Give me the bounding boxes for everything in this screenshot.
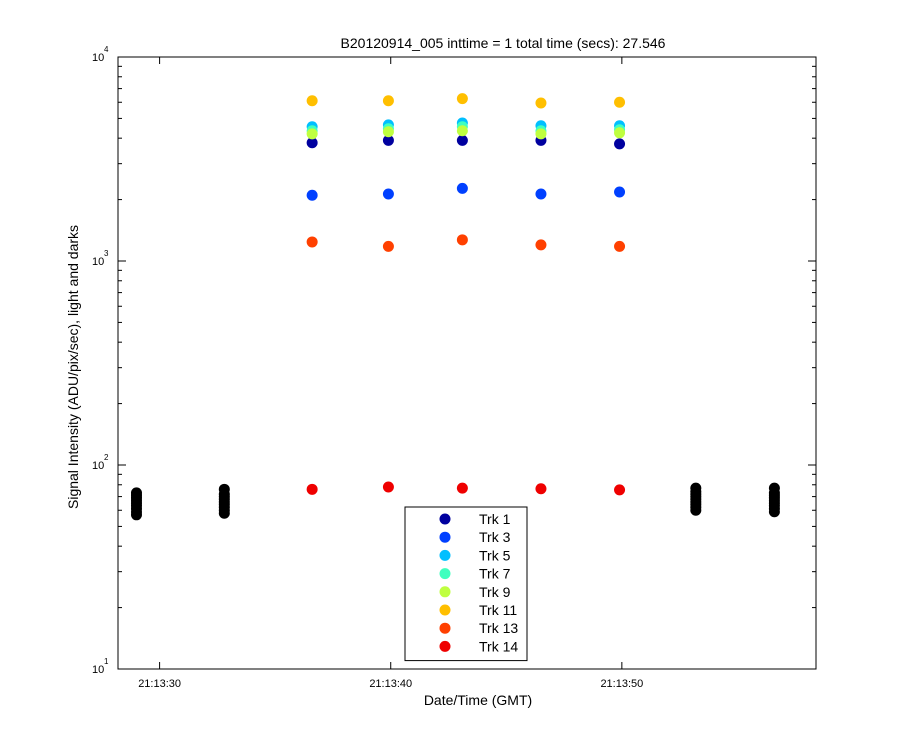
data-point <box>456 134 468 146</box>
data-point <box>306 137 318 149</box>
data-points <box>130 93 780 521</box>
data-point <box>535 128 547 140</box>
data-point <box>456 482 468 494</box>
dark-point <box>218 483 230 495</box>
data-point <box>382 95 394 107</box>
data-point <box>535 483 547 495</box>
data-point <box>535 239 547 251</box>
y-tick-exponent: 1 <box>104 657 109 666</box>
data-point <box>382 126 394 138</box>
y-tick-exponent: 4 <box>104 45 109 54</box>
x-tick-label: 21:13:40 <box>369 678 412 690</box>
legend-label: Trk 1 <box>479 511 511 527</box>
x-axis-label: Date/Time (GMT) <box>424 692 532 708</box>
data-point <box>456 125 468 137</box>
y-tick-label: 10 <box>92 52 104 64</box>
legend: Trk 1 Trk 3 Trk 5 Trk 7 Trk 9 Trk 11 Trk 13 Trk… <box>404 506 528 662</box>
legend-marker <box>439 640 451 652</box>
data-point <box>456 234 468 246</box>
legend-label: Trk 11 <box>479 602 517 618</box>
data-point <box>306 95 318 107</box>
data-point <box>535 188 547 200</box>
legend-marker <box>439 513 451 525</box>
chart-title: B20120914_005 inttime = 1 total time (se… <box>341 35 666 51</box>
y-axis-label: Signal Intensity (ADU/pix/sec), light an… <box>65 225 81 509</box>
y-tick-exponent: 2 <box>104 453 109 462</box>
legend-label: Trk 14 <box>479 638 518 654</box>
legend-marker <box>439 568 451 580</box>
data-point <box>382 188 394 200</box>
dark-point <box>130 487 142 499</box>
data-point <box>614 138 626 150</box>
data-point <box>456 182 468 194</box>
dark-point <box>768 482 780 494</box>
data-point <box>535 97 547 109</box>
legend-marker <box>439 549 451 561</box>
data-point <box>614 484 626 496</box>
x-tick-label: 21:13:30 <box>138 678 181 690</box>
dark-point <box>690 482 702 494</box>
data-point <box>614 240 626 252</box>
data-point <box>306 483 318 495</box>
data-point <box>306 128 318 140</box>
data-point <box>614 186 626 198</box>
x-tick-label: 21:13:50 <box>600 678 643 690</box>
data-point <box>614 127 626 139</box>
data-point <box>382 240 394 252</box>
legend-label: Trk 13 <box>479 620 518 636</box>
legend-box <box>404 506 528 662</box>
data-point <box>382 134 394 146</box>
y-tick-exponent: 3 <box>104 249 109 258</box>
legend-label: Trk 5 <box>479 547 511 563</box>
data-point <box>456 93 468 105</box>
y-tick-label: 10 <box>92 664 104 676</box>
legend-marker <box>439 604 451 616</box>
legend-label: Trk 3 <box>479 529 511 545</box>
legend-marker <box>439 531 451 543</box>
legend-label: Trk 9 <box>479 584 511 600</box>
y-tick-label: 10 <box>92 460 104 472</box>
data-point <box>306 236 318 248</box>
data-point <box>614 96 626 108</box>
legend-label: Trk 7 <box>479 566 511 582</box>
data-point <box>382 481 394 493</box>
legend-marker <box>439 622 451 634</box>
y-tick-label: 10 <box>92 256 104 268</box>
legend-marker <box>439 586 451 598</box>
data-point <box>306 189 318 201</box>
